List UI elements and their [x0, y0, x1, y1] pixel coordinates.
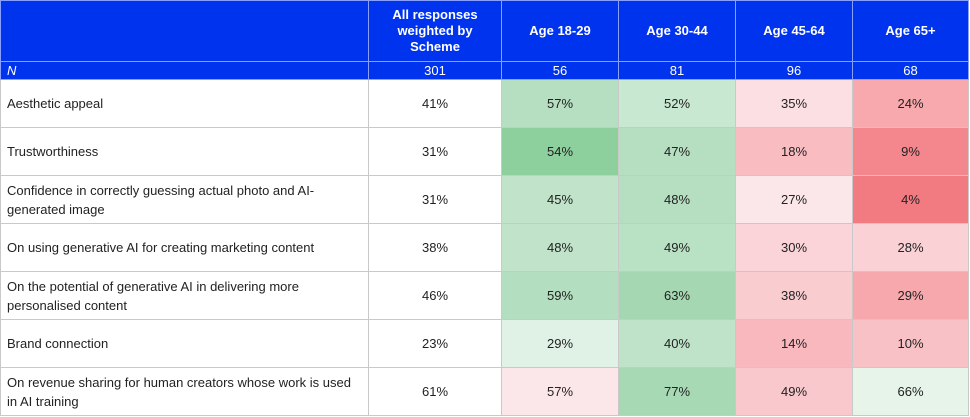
- row-label: On using generative AI for creating mark…: [0, 223, 369, 272]
- sample-size-value: 81: [618, 61, 736, 80]
- header-age-45-64: Age 45-64: [735, 0, 853, 62]
- data-cell: 30%: [735, 223, 853, 272]
- data-cell: 66%: [852, 367, 969, 416]
- data-cell: 49%: [618, 223, 736, 272]
- data-cell: 24%: [852, 79, 969, 128]
- table-row: On the potential of generative AI in del…: [0, 271, 969, 320]
- sample-size-value: 301: [368, 61, 502, 80]
- header-all-responses: All responses weighted by Scheme: [368, 0, 502, 62]
- data-cell: 29%: [501, 319, 619, 368]
- row-label: On revenue sharing for human creators wh…: [0, 367, 369, 416]
- data-cell: 35%: [735, 79, 853, 128]
- sample-size-value: 96: [735, 61, 853, 80]
- header-cell-blank: [0, 0, 369, 62]
- data-cell: 40%: [618, 319, 736, 368]
- table-row: On revenue sharing for human creators wh…: [0, 367, 969, 416]
- table-body: Aesthetic appeal 41% 57% 52% 35% 24% Tru…: [0, 79, 969, 416]
- data-cell: 61%: [368, 367, 502, 416]
- data-cell: 54%: [501, 127, 619, 176]
- row-label: Confidence in correctly guessing actual …: [0, 175, 369, 224]
- row-label: Trustworthiness: [0, 127, 369, 176]
- data-cell: 18%: [735, 127, 853, 176]
- row-label: Brand connection: [0, 319, 369, 368]
- data-cell: 38%: [735, 271, 853, 320]
- data-cell: 48%: [618, 175, 736, 224]
- data-cell: 23%: [368, 319, 502, 368]
- data-cell: 29%: [852, 271, 969, 320]
- data-cell: 10%: [852, 319, 969, 368]
- row-label: Aesthetic appeal: [0, 79, 369, 128]
- table-row: Trustworthiness 31% 54% 47% 18% 9%: [0, 127, 969, 176]
- data-cell: 77%: [618, 367, 736, 416]
- data-cell: 46%: [368, 271, 502, 320]
- data-cell: 14%: [735, 319, 853, 368]
- sample-size-value: 56: [501, 61, 619, 80]
- row-label: On the potential of generative AI in del…: [0, 271, 369, 320]
- data-cell: 57%: [501, 367, 619, 416]
- table-row: Aesthetic appeal 41% 57% 52% 35% 24%: [0, 79, 969, 128]
- sample-size-row: N 301 56 81 96 68: [0, 61, 969, 80]
- sample-size-value: 68: [852, 61, 969, 80]
- data-cell: 31%: [368, 127, 502, 176]
- data-cell: 59%: [501, 271, 619, 320]
- data-cell: 63%: [618, 271, 736, 320]
- data-cell: 52%: [618, 79, 736, 128]
- data-cell: 57%: [501, 79, 619, 128]
- table-row: Brand connection 23% 29% 40% 14% 10%: [0, 319, 969, 368]
- header-age-18-29: Age 18-29: [501, 0, 619, 62]
- data-cell: 31%: [368, 175, 502, 224]
- header-age-65-plus: Age 65+: [852, 0, 969, 62]
- data-cell: 38%: [368, 223, 502, 272]
- header-age-30-44: Age 30-44: [618, 0, 736, 62]
- data-cell: 48%: [501, 223, 619, 272]
- header-row: All responses weighted by Scheme Age 18-…: [0, 0, 969, 62]
- data-cell: 41%: [368, 79, 502, 128]
- data-cell: 27%: [735, 175, 853, 224]
- data-cell: 4%: [852, 175, 969, 224]
- data-cell: 47%: [618, 127, 736, 176]
- data-cell: 28%: [852, 223, 969, 272]
- table-row: Confidence in correctly guessing actual …: [0, 175, 969, 224]
- sample-size-label: N: [0, 61, 369, 80]
- data-cell: 9%: [852, 127, 969, 176]
- table-row: On using generative AI for creating mark…: [0, 223, 969, 272]
- data-cell: 49%: [735, 367, 853, 416]
- data-cell: 45%: [501, 175, 619, 224]
